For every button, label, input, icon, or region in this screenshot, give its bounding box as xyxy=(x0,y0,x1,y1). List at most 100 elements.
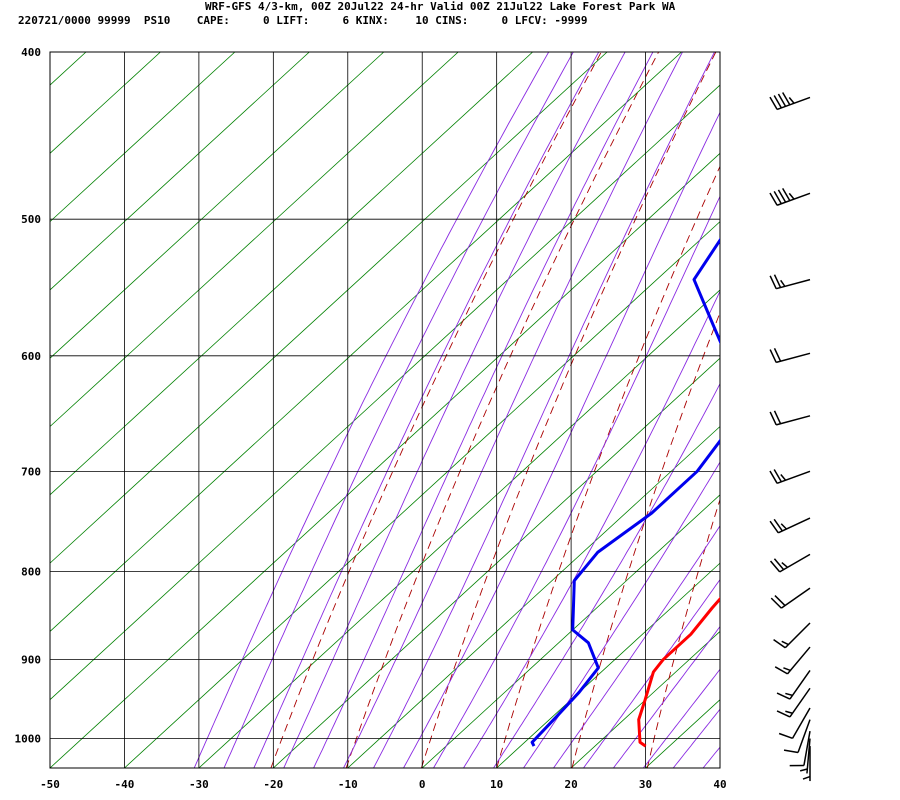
dewpoint-line xyxy=(530,237,720,747)
moist-adiabat-line xyxy=(253,52,600,768)
isotherm-line xyxy=(421,494,720,768)
wind-barb xyxy=(773,622,811,649)
moist-adiabat-line xyxy=(702,746,720,768)
wind-barb-feather xyxy=(769,275,777,290)
wind-barb-feather xyxy=(788,192,795,200)
moist-adiabat-line xyxy=(612,625,720,768)
wind-barb-feather xyxy=(769,411,777,426)
moist-adiabat-line xyxy=(642,668,720,768)
moist-adiabat-line xyxy=(313,52,654,768)
wind-barb-feather xyxy=(778,732,793,740)
moist-adiabat-line xyxy=(582,578,720,768)
wind-barb-feather xyxy=(780,523,787,530)
isotherm-line xyxy=(50,52,236,223)
moist-adiabat-line xyxy=(372,52,715,768)
wind-barb-feather xyxy=(780,474,787,481)
x-tick-label: 30 xyxy=(639,778,652,791)
moist-adiabat-line xyxy=(552,525,720,768)
wind-barb-feather xyxy=(769,520,779,534)
x-tick-label: 20 xyxy=(564,778,577,791)
dry-adiabat-line xyxy=(420,52,717,768)
wind-barb xyxy=(802,746,811,782)
grid-lines xyxy=(49,51,721,769)
plot-frame xyxy=(49,51,721,769)
sounding-series xyxy=(530,237,720,748)
wind-barb-feather xyxy=(769,470,778,484)
chart-title: WRF-GFS 4/3-km, 00Z 20Jul22 24-hr Valid … xyxy=(205,0,676,13)
wind-barb-feather xyxy=(781,640,789,646)
wind-barb-feather xyxy=(773,558,785,571)
temperature-line xyxy=(637,596,720,748)
y-tick-label: 400 xyxy=(21,46,41,59)
wind-barb-feather xyxy=(769,96,778,110)
wind-barb-feather xyxy=(781,561,788,568)
wind-barb-staff xyxy=(797,719,811,753)
wind-barb-feather xyxy=(769,192,778,206)
wind-barb xyxy=(789,730,811,767)
isotherm-line xyxy=(50,52,310,291)
wind-barb-staff xyxy=(784,622,811,649)
wind-barb xyxy=(769,517,811,534)
wind-barb xyxy=(770,587,811,609)
moist-adiabat-line xyxy=(672,708,720,768)
isotherm-line xyxy=(645,699,720,768)
dry-adiabat-line xyxy=(646,498,720,768)
dry-adiabat-line xyxy=(873,52,900,768)
y-tick-label: 700 xyxy=(21,465,41,478)
isotherm-line xyxy=(50,52,87,86)
isotherm-line xyxy=(50,52,533,496)
dry-adiabat-lines xyxy=(270,52,900,768)
wind-barb xyxy=(799,738,811,774)
wind-barb-feather xyxy=(773,274,782,288)
wind-barb-feather xyxy=(773,95,782,109)
y-tick-label: 900 xyxy=(21,654,41,667)
wind-barb-feather xyxy=(769,560,781,573)
moist-adiabat-line xyxy=(402,111,720,768)
isotherm-line xyxy=(869,52,900,768)
isotherm-line xyxy=(570,630,720,768)
isotherm-line xyxy=(50,152,720,768)
wind-barb-staff xyxy=(803,730,811,766)
wind-barb xyxy=(776,669,811,700)
wind-barb-feather xyxy=(770,597,782,609)
x-tick-label: -50 xyxy=(40,778,60,791)
x-tick-label: 40 xyxy=(713,778,726,791)
moist-adiabat-lines xyxy=(193,52,720,768)
y-tick-label: 600 xyxy=(21,350,41,363)
wind-barb-feather xyxy=(777,189,787,203)
wind-barb-feather xyxy=(774,595,786,607)
moist-adiabat-line xyxy=(522,461,720,768)
wind-barb-feather xyxy=(776,692,791,700)
wind-barb-staff xyxy=(786,646,811,675)
wind-barb-feather xyxy=(782,92,791,106)
wind-barb-feather xyxy=(788,97,795,104)
wind-barb-staff xyxy=(775,352,811,364)
dry-adiabat-line xyxy=(270,52,602,768)
isotherm-lines xyxy=(50,52,900,768)
isotherm-line xyxy=(794,52,900,768)
isotherm-line xyxy=(198,289,720,768)
wind-barb-feather xyxy=(783,667,791,672)
dry-adiabat-line xyxy=(723,52,900,768)
wind-barb-feather xyxy=(773,191,782,205)
isotherm-line xyxy=(347,425,720,768)
wind-barb xyxy=(774,646,811,675)
y-tick-label: 800 xyxy=(21,565,41,578)
wind-barb-feather xyxy=(783,749,799,754)
x-tick-label: -10 xyxy=(338,778,358,791)
x-tick-label: 0 xyxy=(419,778,426,791)
wind-barb xyxy=(769,348,811,364)
isotherm-line xyxy=(50,52,385,359)
wind-barb-feather xyxy=(773,348,782,362)
wind-barbs xyxy=(769,92,811,782)
wind-barb-feather xyxy=(785,710,793,714)
wind-barb xyxy=(769,410,811,426)
wind-barb-staff xyxy=(789,669,811,700)
isotherm-line xyxy=(50,52,682,632)
dry-adiabat-line xyxy=(571,311,720,768)
x-tick-label: -20 xyxy=(263,778,283,791)
wind-barb-feather xyxy=(802,775,811,780)
wind-barb xyxy=(769,187,811,206)
wind-barb xyxy=(769,274,811,290)
